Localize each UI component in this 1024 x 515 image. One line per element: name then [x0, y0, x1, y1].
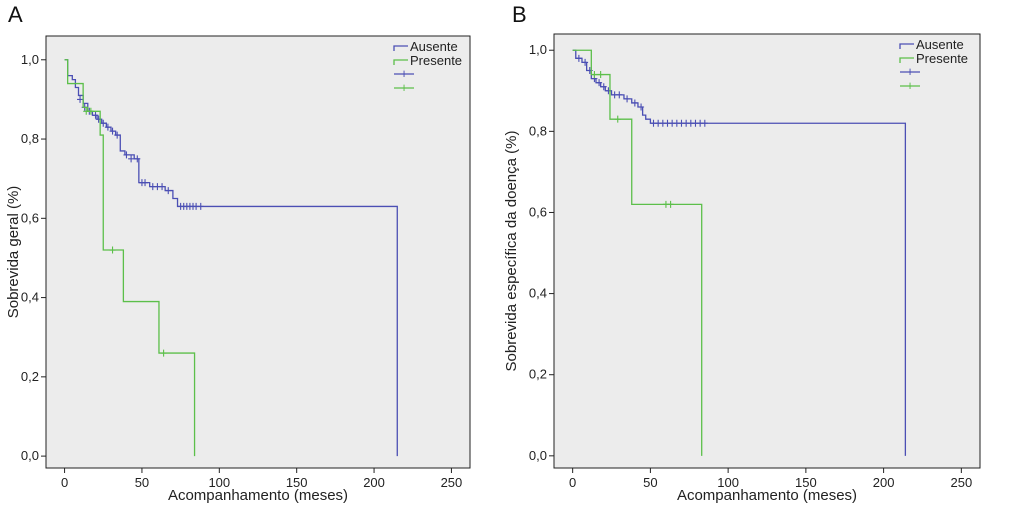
legend-item-label: Presente: [916, 51, 968, 66]
legend-swatch: [393, 59, 408, 65]
x-tick-label: 250: [441, 475, 463, 490]
x-tick-label: 150: [795, 475, 817, 490]
censor-mark-ausente: [701, 119, 708, 127]
y-tick-label: 0,2: [21, 369, 39, 384]
censor-mark-presente: [614, 115, 621, 123]
censor-mark-ausente: [77, 95, 84, 103]
y-tick-label: 0,4: [529, 286, 547, 301]
y-tick-label: 0,2: [529, 367, 547, 382]
censor-mark-ausente: [123, 151, 130, 159]
x-tick-label: 200: [873, 475, 895, 490]
x-axis-label: Acompanhamento (meses): [677, 487, 857, 504]
x-tick-label: 50: [643, 475, 657, 490]
censor-mark-presente: [597, 71, 604, 79]
x-tick-label: 200: [363, 475, 385, 490]
legend-swatch: [393, 45, 408, 51]
legend-item-label: Ausente: [916, 37, 964, 52]
censor-mark-ausente: [114, 131, 121, 139]
censor-mark-ausente: [624, 95, 631, 103]
legend-swatch: [899, 57, 914, 63]
censor-mark-ausente: [575, 54, 582, 62]
x-tick-label: 0: [569, 475, 576, 490]
censor-mark-ausente: [104, 123, 111, 131]
plot-area: [553, 33, 981, 469]
y-tick-label: 1,0: [529, 42, 547, 57]
x-axis-label: Acompanhamento (meses): [168, 487, 348, 504]
x-tick-label: 100: [717, 475, 739, 490]
censor-mark-ausente: [159, 183, 166, 191]
censor-mark-presente: [109, 246, 116, 254]
legend-item-label: Ausente: [410, 39, 458, 54]
panel-letter: B: [512, 2, 527, 27]
panel-letter: A: [8, 2, 23, 27]
y-axis-label: Sobrevida específica da doença (%): [503, 131, 520, 372]
x-tick-label: 100: [208, 475, 230, 490]
censor-mark-ausente: [100, 119, 107, 127]
legend-censor-symbol: +: [400, 66, 408, 81]
series-line-presente: [572, 49, 703, 456]
x-tick-label: 0: [61, 475, 68, 490]
y-tick-label: 0,8: [21, 131, 39, 146]
legend-censor-symbol: +: [906, 64, 914, 79]
series-line-ausente: [64, 59, 398, 457]
censor-mark-ausente: [128, 155, 135, 163]
x-tick-label: 250: [950, 475, 972, 490]
plot-area: [45, 35, 471, 469]
legend-censor-symbol: +: [906, 78, 914, 93]
censor-mark-ausente: [109, 127, 116, 135]
censor-mark-ausente: [600, 83, 607, 91]
censor-mark-ausente: [134, 155, 141, 163]
y-tick-label: 0,6: [529, 204, 547, 219]
censor-mark-presente: [591, 71, 598, 79]
censor-mark-ausente: [616, 91, 623, 99]
y-tick-label: 0,0: [21, 448, 39, 463]
censor-mark-ausente: [596, 79, 603, 87]
x-tick-label: 50: [135, 475, 149, 490]
y-tick-label: 1,0: [21, 52, 39, 67]
censor-mark-presente: [160, 349, 167, 357]
x-tick-label: 150: [286, 475, 308, 490]
censor-mark-presente: [87, 107, 94, 115]
y-tick-label: 0,8: [529, 123, 547, 138]
censor-mark-ausente: [142, 179, 149, 187]
censor-mark-ausente: [197, 202, 204, 210]
chart-panel-A: A 0 50 100 150 200 250 0,0 0,2 0,4 0,6 0,8 1,0 Acompa…: [5, 2, 471, 504]
censor-mark-presente: [667, 200, 674, 208]
censor-mark-ausente: [638, 103, 645, 111]
y-axis-label: Sobrevida geral (%): [5, 186, 22, 319]
y-tick-label: 0,0: [529, 448, 547, 463]
series-line-presente: [64, 59, 196, 457]
censor-mark-ausente: [582, 58, 589, 66]
y-tick-label: 0,6: [21, 210, 39, 225]
censor-mark-ausente: [92, 111, 99, 119]
censor-mark-ausente: [165, 187, 172, 195]
censor-mark-ausente: [631, 99, 638, 107]
chart-panel-B: B 0 50 100 150 200 250 0,0 0,2 0,4 0,6 0,8 1,0 Acompa…: [503, 2, 981, 504]
y-tick-label: 0,4: [21, 290, 39, 305]
legend-swatch: [899, 43, 914, 49]
legend-censor-symbol: +: [400, 80, 408, 95]
legend-item-label: Presente: [410, 53, 462, 68]
